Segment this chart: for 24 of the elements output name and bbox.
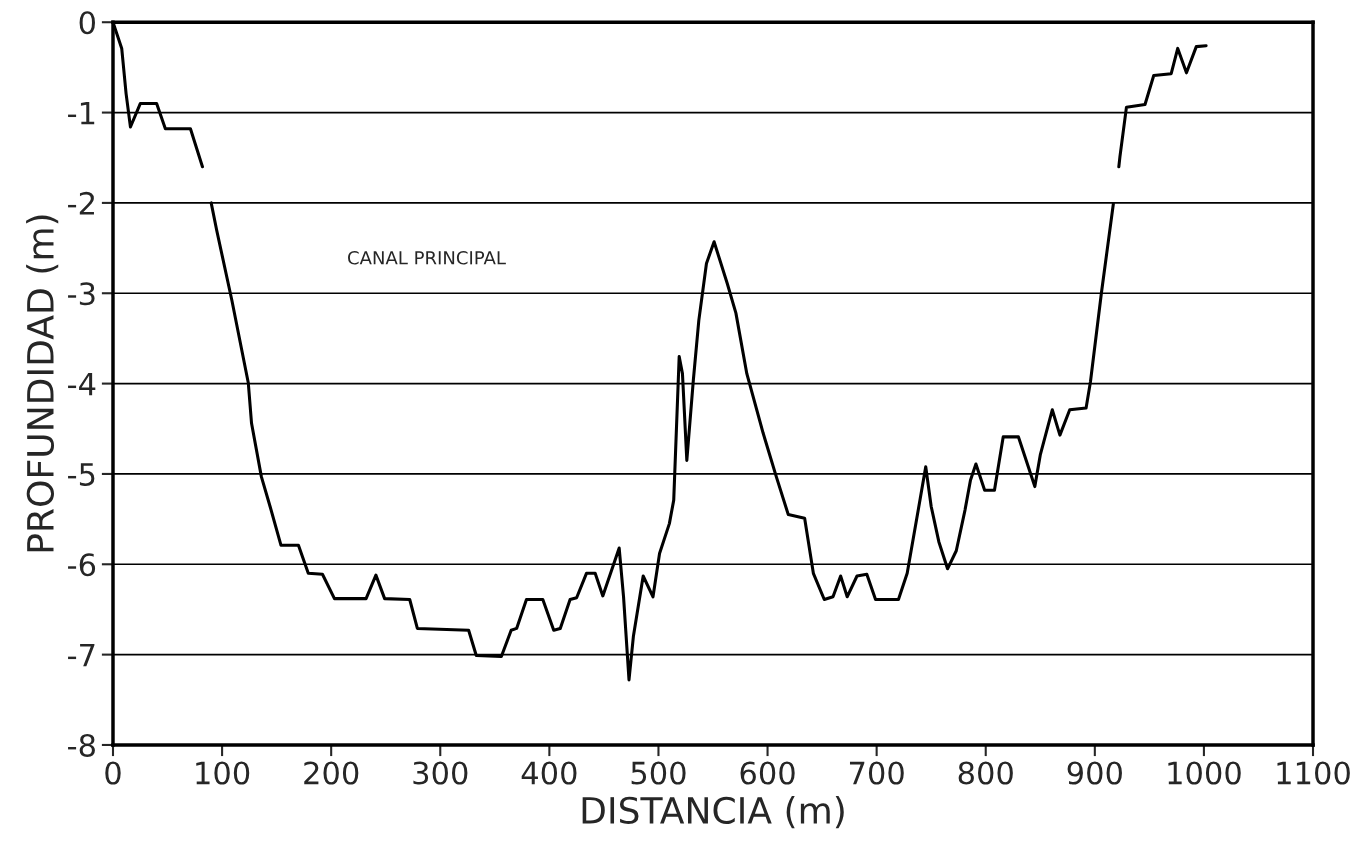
x-tick-label: 800 — [958, 761, 1013, 785]
y-tick-label: -3 — [68, 282, 95, 306]
x-tick-label: 1000 — [1168, 761, 1241, 785]
x-tick-label: 600 — [740, 761, 795, 785]
x-tick-label: 200 — [304, 761, 359, 785]
x-tick-label: 500 — [631, 761, 686, 785]
y-tick-label: -6 — [68, 553, 96, 577]
y-tick-label: -4 — [68, 372, 96, 396]
x-tick-label: 900 — [1067, 761, 1122, 785]
y-tick-label: -5 — [68, 463, 95, 486]
y-tick-label: -7 — [68, 643, 95, 667]
y-tick-label: -1 — [68, 101, 95, 125]
x-tick-label: 100 — [196, 761, 250, 785]
y-tick-label: -2 — [68, 191, 94, 215]
annotation: CANAL PRINCIPAL — [348, 250, 506, 265]
x-tick-label: 700 — [849, 761, 904, 785]
x-tick-label: 0 — [105, 761, 121, 785]
x-axis-title: DISTANCIA (m) — [582, 796, 844, 829]
x-tick-label: 400 — [521, 761, 577, 785]
x-tick-label: 1100 — [1277, 761, 1350, 785]
y-tick-label: -8 — [68, 733, 95, 757]
y-tick-label: 0 — [79, 11, 95, 35]
y-axis-title: PROFUNDIDAD (m) — [26, 215, 59, 552]
x-tick-label: 300 — [413, 761, 468, 785]
